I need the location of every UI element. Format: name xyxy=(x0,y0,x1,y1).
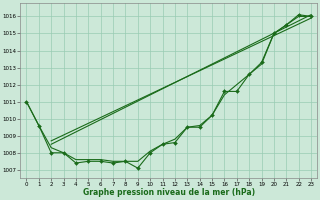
X-axis label: Graphe pression niveau de la mer (hPa): Graphe pression niveau de la mer (hPa) xyxy=(83,188,255,197)
